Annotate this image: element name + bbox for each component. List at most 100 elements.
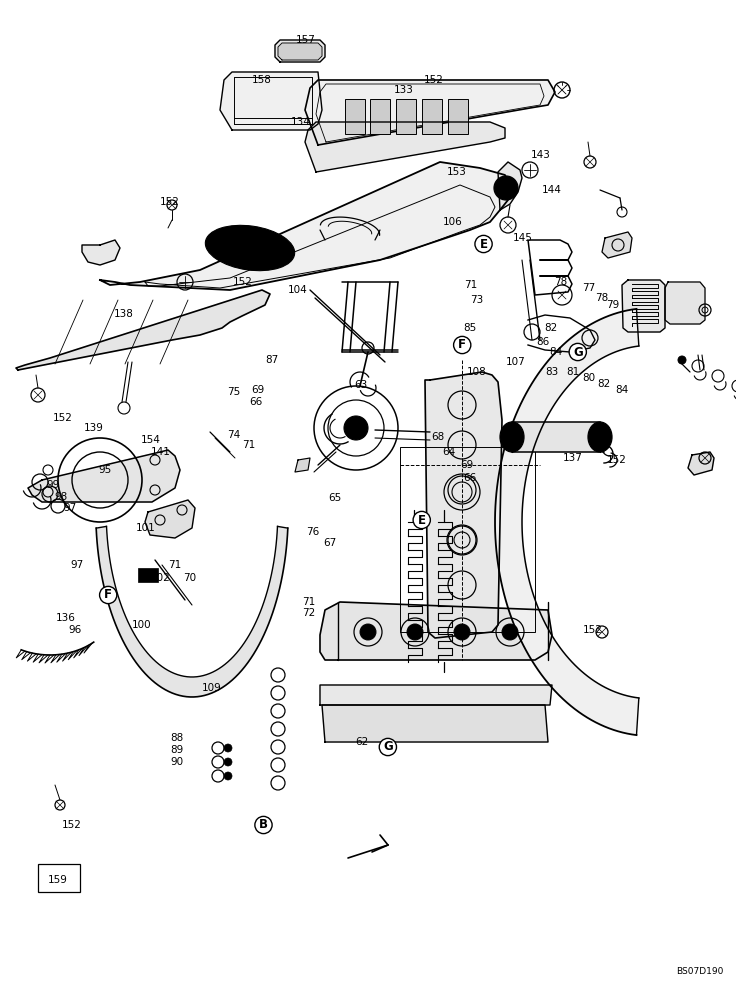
- Text: 144: 144: [542, 185, 562, 195]
- Bar: [400, 447, 535, 632]
- Bar: [345, 99, 365, 134]
- Text: 108: 108: [467, 367, 486, 377]
- Text: 71: 71: [464, 280, 478, 290]
- Polygon shape: [322, 705, 548, 742]
- Polygon shape: [100, 162, 510, 290]
- Text: 152: 152: [52, 413, 73, 423]
- Polygon shape: [498, 180, 514, 198]
- Text: 72: 72: [302, 608, 316, 618]
- Text: 154: 154: [141, 435, 161, 445]
- Text: 136: 136: [56, 613, 77, 623]
- Text: 84: 84: [549, 347, 562, 357]
- Text: G: G: [573, 346, 583, 359]
- Text: 83: 83: [545, 367, 559, 377]
- Polygon shape: [278, 43, 322, 60]
- Circle shape: [502, 624, 518, 640]
- Polygon shape: [220, 72, 322, 130]
- Polygon shape: [320, 685, 552, 705]
- Text: 78: 78: [554, 277, 567, 287]
- Text: 86: 86: [537, 337, 550, 347]
- Text: 85: 85: [463, 323, 476, 333]
- Circle shape: [224, 744, 232, 752]
- Text: E: E: [480, 237, 487, 250]
- Text: 107: 107: [506, 357, 525, 367]
- Text: G: G: [383, 740, 393, 754]
- Text: 66: 66: [250, 397, 263, 407]
- Polygon shape: [498, 162, 522, 210]
- Polygon shape: [320, 602, 552, 660]
- Text: F: F: [459, 338, 466, 352]
- Text: 139: 139: [84, 423, 105, 433]
- Polygon shape: [665, 282, 705, 324]
- Text: 89: 89: [170, 745, 183, 755]
- Text: 69: 69: [251, 385, 264, 395]
- Text: 77: 77: [582, 283, 595, 293]
- Polygon shape: [495, 309, 639, 735]
- Ellipse shape: [216, 233, 285, 263]
- Text: 158: 158: [251, 75, 272, 85]
- Circle shape: [360, 624, 376, 640]
- Text: 71: 71: [169, 560, 182, 570]
- Bar: [396, 99, 416, 134]
- Text: 137: 137: [562, 453, 583, 463]
- Text: 134: 134: [290, 117, 311, 127]
- Polygon shape: [305, 80, 555, 145]
- Bar: [448, 99, 468, 134]
- Circle shape: [224, 758, 232, 766]
- Text: 159: 159: [47, 875, 68, 885]
- Circle shape: [678, 356, 686, 364]
- Text: B: B: [259, 818, 268, 832]
- Text: 97: 97: [71, 560, 84, 570]
- Text: 102: 102: [151, 573, 170, 583]
- Circle shape: [454, 624, 470, 640]
- Text: 74: 74: [227, 430, 241, 440]
- Text: 152: 152: [159, 197, 180, 207]
- Text: 152: 152: [424, 75, 445, 85]
- Polygon shape: [145, 500, 195, 538]
- Text: 81: 81: [566, 367, 579, 377]
- Text: 138: 138: [113, 309, 134, 319]
- Bar: [422, 99, 442, 134]
- Bar: [138, 568, 158, 582]
- Text: 80: 80: [582, 373, 595, 383]
- Polygon shape: [28, 450, 180, 502]
- Text: 82: 82: [597, 379, 610, 389]
- Text: 71: 71: [302, 597, 316, 607]
- Polygon shape: [82, 240, 120, 265]
- Polygon shape: [16, 290, 270, 370]
- Text: 70: 70: [183, 573, 197, 583]
- Text: 69: 69: [461, 460, 474, 470]
- Text: 96: 96: [68, 625, 82, 635]
- Text: 71: 71: [242, 440, 255, 450]
- Circle shape: [344, 416, 368, 440]
- Text: 97: 97: [63, 503, 77, 513]
- Polygon shape: [688, 452, 714, 475]
- Text: 65: 65: [328, 493, 342, 503]
- Text: 104: 104: [289, 285, 308, 295]
- Text: 67: 67: [323, 538, 336, 548]
- Text: F: F: [105, 588, 112, 601]
- Text: 95: 95: [98, 465, 111, 475]
- Polygon shape: [602, 232, 632, 258]
- Text: 87: 87: [266, 355, 279, 365]
- Text: 106: 106: [443, 217, 462, 227]
- Text: 99: 99: [46, 480, 60, 490]
- Text: 133: 133: [393, 85, 414, 95]
- Text: 64: 64: [442, 447, 456, 457]
- Circle shape: [224, 772, 232, 780]
- Text: 141: 141: [150, 447, 171, 457]
- Text: 75: 75: [227, 387, 241, 397]
- Text: 152: 152: [606, 455, 627, 465]
- Ellipse shape: [500, 422, 524, 452]
- Text: 100: 100: [132, 620, 151, 630]
- Text: 152: 152: [233, 277, 253, 287]
- Text: 63: 63: [354, 380, 367, 390]
- Text: 101: 101: [136, 523, 155, 533]
- Circle shape: [494, 176, 518, 200]
- Text: 76: 76: [306, 527, 319, 537]
- Bar: [370, 99, 390, 134]
- Text: 90: 90: [170, 757, 183, 767]
- Ellipse shape: [588, 422, 612, 452]
- Polygon shape: [96, 526, 288, 697]
- Text: F: F: [145, 570, 152, 580]
